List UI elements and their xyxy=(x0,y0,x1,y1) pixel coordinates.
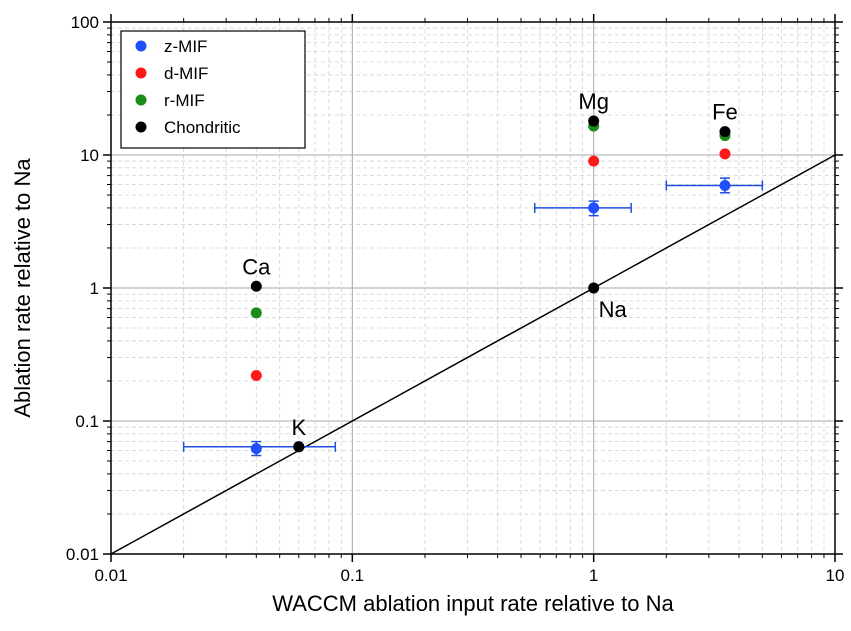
element-label-ca: Ca xyxy=(242,254,271,279)
legend-marker-chondritic xyxy=(135,121,147,133)
x-tick-label: 0.1 xyxy=(341,566,365,585)
chondritic-point xyxy=(250,280,262,292)
z-mif-point xyxy=(588,202,600,214)
reference-line-layer xyxy=(110,154,836,555)
data-points xyxy=(250,115,731,455)
axis-titles: WACCM ablation input rate relative to Na… xyxy=(10,158,674,616)
y-axis-title: Ablation rate relative to Na xyxy=(10,158,35,418)
chondritic-point xyxy=(719,126,731,138)
x-tick-label: 0.01 xyxy=(94,566,127,585)
error-bars xyxy=(182,177,764,457)
d-mif-point xyxy=(719,148,731,160)
chondritic-point xyxy=(293,441,305,453)
legend-marker-r-mif xyxy=(135,94,147,106)
element-labels: Ca Mg Fe K Na xyxy=(242,89,738,440)
element-label-mg: Mg xyxy=(578,89,609,114)
d-mif-point xyxy=(588,155,600,167)
legend-box xyxy=(120,30,306,149)
r-mif-point xyxy=(250,307,262,319)
x-axis-title: WACCM ablation input rate relative to Na xyxy=(272,591,674,616)
legend-marker-z-mif xyxy=(135,40,147,52)
y-tick-label: 0.01 xyxy=(66,545,99,564)
legend-label-d-mif: d-MIF xyxy=(164,64,208,83)
element-label-k: K xyxy=(291,415,306,440)
x-tick-label: 10 xyxy=(826,566,845,585)
x-tick-label: 1 xyxy=(589,566,598,585)
y-tick-label: 0.1 xyxy=(75,412,99,431)
legend-label-r-mif: r-MIF xyxy=(164,91,205,110)
y-tick-label: 10 xyxy=(80,146,99,165)
legend-label-z-mif: z-MIF xyxy=(164,37,207,56)
chondritic-point xyxy=(588,282,600,294)
legend-marker-d-mif xyxy=(135,67,147,79)
legend: z-MIF d-MIF r-MIF Chondritic xyxy=(120,30,306,149)
chondritic-point xyxy=(588,115,600,127)
element-label-na: Na xyxy=(599,297,628,322)
y-tick-label: 1 xyxy=(90,279,99,298)
element-label-fe: Fe xyxy=(712,100,738,125)
d-mif-point xyxy=(250,369,262,381)
one-to-one-line xyxy=(110,154,836,555)
y-tick-label: 100 xyxy=(71,13,99,32)
axis-ticks: 0.01 0.1 1 10 0.01 0.1 1 10 100 xyxy=(66,13,845,585)
legend-label-chondritic: Chondritic xyxy=(164,118,241,137)
z-mif-point xyxy=(250,443,262,455)
z-mif-point xyxy=(719,179,731,191)
